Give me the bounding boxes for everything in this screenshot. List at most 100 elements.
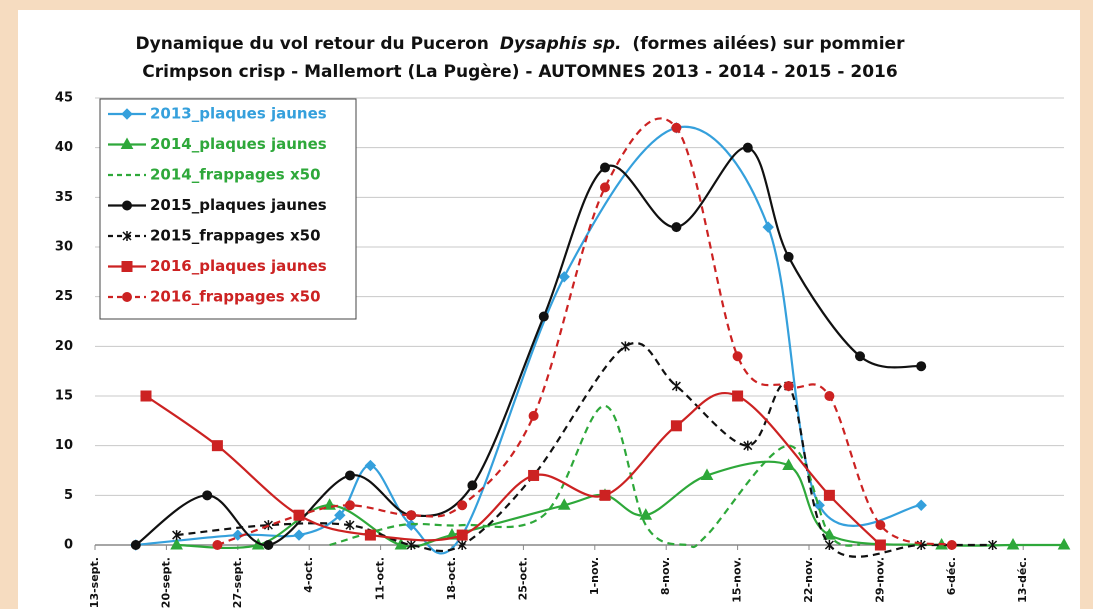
marker bbox=[121, 108, 133, 120]
marker bbox=[120, 137, 134, 149]
marker bbox=[824, 391, 835, 401]
marker bbox=[345, 520, 355, 531]
y-tick-label: 30 bbox=[55, 240, 73, 255]
x-tick-label: 18-oct. bbox=[445, 557, 458, 600]
marker bbox=[620, 341, 630, 352]
marker bbox=[263, 540, 274, 550]
marker bbox=[1057, 537, 1071, 550]
y-tick-label: 5 bbox=[64, 488, 73, 503]
marker bbox=[916, 361, 927, 372]
marker bbox=[671, 381, 681, 392]
marker bbox=[170, 537, 183, 550]
marker bbox=[130, 540, 141, 550]
marker bbox=[345, 500, 355, 511]
marker bbox=[202, 490, 213, 501]
marker bbox=[783, 381, 794, 392]
marker bbox=[824, 540, 834, 550]
marker bbox=[467, 480, 478, 491]
marker bbox=[671, 222, 682, 233]
title-part: Dynamique du vol retour du Puceron bbox=[136, 34, 489, 54]
marker bbox=[211, 440, 223, 452]
legend-label: 2014_frappages x50 bbox=[150, 166, 321, 184]
marker bbox=[364, 459, 377, 472]
marker bbox=[334, 509, 346, 521]
series-line bbox=[329, 404, 861, 549]
marker bbox=[915, 499, 927, 511]
y-tick-label: 15 bbox=[55, 389, 73, 404]
series-line bbox=[135, 125, 922, 555]
marker bbox=[670, 420, 682, 432]
marker bbox=[538, 311, 549, 322]
marker bbox=[600, 182, 610, 193]
marker bbox=[122, 231, 132, 241]
chart-subtitle: Crimpson crisp - Mallemort (La Pugère) -… bbox=[142, 62, 897, 82]
marker bbox=[345, 470, 355, 481]
marker bbox=[732, 390, 744, 402]
marker bbox=[743, 440, 753, 451]
title-part: Dysaphis sp. bbox=[500, 34, 622, 54]
marker bbox=[140, 390, 152, 402]
marker bbox=[783, 251, 794, 262]
marker bbox=[762, 221, 774, 233]
marker bbox=[558, 271, 570, 283]
y-tick-label: 25 bbox=[55, 289, 73, 304]
marker bbox=[406, 540, 416, 550]
marker bbox=[671, 122, 682, 133]
y-tick-label: 35 bbox=[55, 190, 73, 205]
legend-label: 2016_plaques jaunes bbox=[150, 257, 327, 275]
marker bbox=[823, 489, 835, 501]
marker bbox=[946, 540, 957, 550]
x-tick-label: 6-déc. bbox=[945, 557, 958, 595]
x-tick-label: 4-oct. bbox=[302, 557, 315, 593]
legend-label: 2015_plaques jaunes bbox=[150, 196, 327, 214]
x-tick-label: 22-nov. bbox=[802, 557, 815, 603]
marker bbox=[457, 540, 467, 550]
x-tick-label: 11-oct. bbox=[374, 557, 387, 600]
marker bbox=[364, 529, 376, 541]
marker bbox=[700, 468, 714, 480]
marker bbox=[782, 458, 795, 471]
marker bbox=[988, 540, 998, 550]
marker bbox=[457, 500, 468, 511]
y-tick-label: 10 bbox=[55, 438, 73, 453]
y-tick-label: 20 bbox=[55, 339, 73, 354]
legend: 2013_plaques jaunes 2014_plaques jaunes 20… bbox=[99, 98, 357, 320]
x-tick-label: 1-nov. bbox=[588, 557, 601, 595]
x-tick-label: 20-sept. bbox=[159, 557, 172, 608]
chart-title: Dynamique du vol retour du Puceron Dysap… bbox=[136, 34, 906, 54]
y-tick-label: 40 bbox=[55, 140, 73, 155]
title-part: (formes ailées) sur pommier bbox=[632, 34, 905, 54]
marker bbox=[855, 351, 865, 362]
marker bbox=[456, 529, 468, 541]
marker bbox=[600, 162, 610, 173]
marker bbox=[875, 520, 886, 531]
x-tick-label: 29-nov. bbox=[873, 557, 886, 603]
marker bbox=[557, 498, 571, 510]
marker bbox=[732, 351, 743, 362]
y-tick-label: 45 bbox=[55, 91, 73, 106]
x-tick-label: 15-nov. bbox=[731, 557, 744, 603]
legend-box bbox=[99, 98, 357, 320]
marker bbox=[528, 410, 539, 421]
marker bbox=[232, 529, 244, 541]
marker bbox=[874, 539, 886, 551]
marker bbox=[742, 142, 753, 153]
x-tick-label: 27-sept. bbox=[231, 557, 244, 608]
marker bbox=[528, 469, 540, 481]
marker bbox=[599, 489, 611, 501]
x-tick-label: 8-nov. bbox=[659, 557, 672, 595]
marker bbox=[122, 200, 132, 211]
marker bbox=[294, 510, 304, 521]
legend-label: 2015_frappages x50 bbox=[150, 227, 321, 245]
x-tick-label: 13-sept. bbox=[88, 557, 101, 608]
y-tick-label: 0 bbox=[64, 538, 73, 553]
legend-label: 2016_frappages x50 bbox=[150, 288, 321, 306]
marker bbox=[121, 261, 133, 272]
marker bbox=[1006, 537, 1020, 550]
marker bbox=[639, 508, 653, 520]
marker bbox=[212, 540, 223, 550]
marker bbox=[122, 292, 132, 302]
marker bbox=[293, 529, 305, 541]
legend-label: 2013_plaques jaunes bbox=[150, 105, 327, 123]
